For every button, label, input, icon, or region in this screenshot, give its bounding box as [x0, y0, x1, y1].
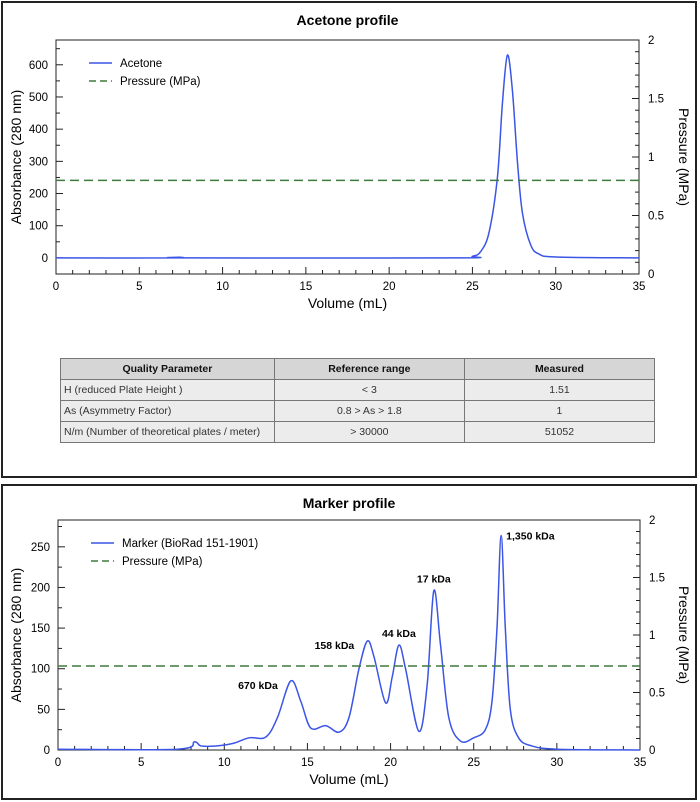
table-cell: 0.8 > As > 1.8: [273, 400, 465, 422]
y2-tick-label: 1: [649, 630, 655, 642]
table-cell: As (Asymmetry Factor): [60, 400, 275, 422]
table-row: N/m (Number of theoretical plates / mete…: [60, 421, 656, 443]
y-tick-label: 100: [31, 664, 50, 676]
marker-profile-panel: Marker profile 0 5 10 15 20 25 30 35 0 50 100 150 200…: [1, 484, 697, 800]
peak-annotation: 670 kDa: [238, 680, 278, 692]
peak-annotation: 1,350 kDa: [506, 530, 555, 542]
y-tick-label: 100: [29, 221, 48, 233]
y2-tick-label: 2: [648, 35, 654, 47]
x-tick-label: 35: [633, 281, 646, 293]
x-tick-label: 25: [467, 757, 480, 769]
y2-tick-label: 0.5: [649, 688, 665, 700]
series-line-absorbance: [57, 534, 641, 751]
chart-title: Marker profile: [303, 495, 396, 511]
y-tick-label: 600: [29, 60, 48, 72]
peak-annotation: 17 kDa: [417, 574, 451, 586]
table-row: As (Asymmetry Factor) 0.8 > As > 1.8 1: [60, 400, 656, 422]
x-tick-label: 5: [138, 757, 144, 769]
y-tick-label: 400: [29, 124, 48, 136]
y2-tick-label: 0: [648, 269, 654, 281]
peak-annotation: 44 kDa: [382, 628, 416, 640]
table-cell: 1: [463, 400, 656, 422]
x-tick-label: 10: [218, 757, 231, 769]
y-axis-label: Absorbance (280 nm): [8, 568, 24, 703]
x-axis-label: Volume (mL): [308, 295, 387, 311]
legend-label: Acetone: [120, 58, 162, 70]
x-tick-label: 10: [216, 281, 229, 293]
y-tick-label: 200: [29, 189, 48, 201]
y-tick-label: 0: [42, 253, 48, 265]
y-axis-label: Absorbance (280 nm): [8, 90, 24, 225]
y2-axis-label: Pressure (MPa): [676, 108, 692, 206]
table-header-row: Quality Parameter Reference range Measur…: [60, 358, 656, 380]
header-cell: Measured: [463, 358, 656, 380]
table-cell: > 30000: [273, 421, 465, 443]
y-tick-label: 250: [31, 542, 50, 554]
series-line-absorbance: [55, 54, 640, 259]
y-tick-label: 500: [29, 92, 48, 104]
y-tick-label: 300: [29, 156, 48, 168]
quality-table: Quality Parameter Reference range Measur…: [60, 358, 656, 443]
y2-tick-label: 1: [648, 152, 654, 164]
table-cell: N/m (Number of theoretical plates / mete…: [60, 421, 275, 443]
y2-tick-label: 0: [649, 745, 655, 757]
acetone-profile-panel: Acetone profile 0 5 10 15 20 25 30 35 0 100 200 300 4…: [1, 1, 697, 478]
x-tick-label: 35: [634, 757, 647, 769]
table-cell: 51052: [463, 421, 656, 443]
table-cell: 1.51: [463, 379, 656, 401]
y-tick-label: 50: [37, 704, 50, 716]
x-tick-label: 20: [384, 757, 397, 769]
legend-label: Pressure (MPa): [120, 76, 201, 88]
x-tick-label: 30: [549, 281, 562, 293]
y2-tick-label: 0.5: [648, 211, 664, 223]
x-tick-label: 15: [301, 757, 314, 769]
x-tick-label: 0: [53, 281, 59, 293]
header-cell: Quality Parameter: [60, 358, 275, 380]
table-cell: H (reduced Plate Height ): [60, 379, 275, 401]
y-tick-label: 0: [44, 745, 50, 757]
legend-label: Pressure (MPa): [122, 556, 203, 568]
y2-tick-label: 1.5: [649, 573, 665, 585]
header-cell: Reference range: [273, 358, 465, 380]
x-tick-label: 15: [299, 281, 312, 293]
x-axis-label: Volume (mL): [309, 771, 388, 787]
y-tick-label: 150: [31, 623, 50, 635]
y2-tick-label: 2: [649, 515, 655, 527]
legend-label: Marker (BioRad 151-1901): [122, 538, 258, 550]
x-tick-label: 5: [136, 281, 142, 293]
table-cell: < 3: [273, 379, 465, 401]
x-tick-label: 30: [550, 757, 563, 769]
table-row: H (reduced Plate Height ) < 3 1.51: [60, 379, 656, 401]
x-tick-label: 20: [383, 281, 396, 293]
peak-annotation: 158 kDa: [315, 640, 355, 652]
y2-axis-label: Pressure (MPa): [676, 586, 692, 684]
x-tick-label: 25: [466, 281, 479, 293]
x-tick-label: 0: [55, 757, 61, 769]
chart-title: Acetone profile: [297, 12, 399, 28]
y2-tick-label: 1.5: [648, 94, 664, 106]
y-tick-label: 200: [31, 582, 50, 594]
